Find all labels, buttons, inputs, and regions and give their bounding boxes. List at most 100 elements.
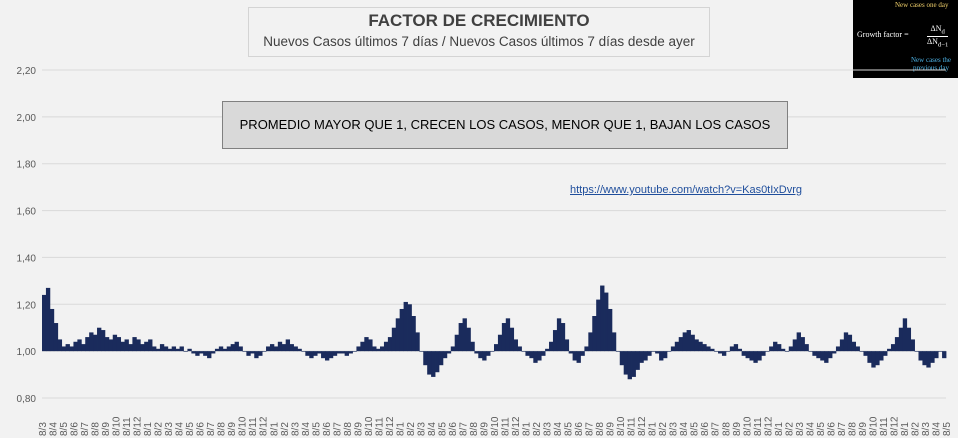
data-bar — [517, 346, 522, 352]
data-bar — [328, 351, 334, 359]
x-tick-label: 8/12 — [133, 416, 144, 436]
data-bar — [407, 304, 412, 352]
data-bar — [462, 318, 467, 352]
x-tick-label: 8/9 — [732, 422, 743, 436]
data-bar — [604, 292, 609, 352]
data-bar — [482, 351, 487, 361]
x-tick-label: 8/6 — [448, 422, 459, 436]
data-bar — [910, 339, 915, 352]
x-tick-label: 8/5 — [690, 422, 701, 436]
data-bar — [875, 351, 880, 366]
data-bar — [77, 339, 82, 352]
data-bar — [285, 339, 291, 352]
data-bar — [525, 351, 530, 356]
annotation-box: PROMEDIO MAYOR QUE 1, CRECEN LOS CASOS, … — [222, 101, 788, 149]
data-bar — [423, 351, 428, 366]
x-tick-label: 8/10 — [112, 416, 123, 436]
data-bar — [376, 348, 381, 352]
data-bar — [513, 339, 518, 352]
data-bar — [380, 346, 385, 352]
data-bar — [765, 351, 770, 352]
data-bar — [277, 341, 283, 352]
data-bar — [128, 344, 133, 352]
data-bar — [395, 318, 401, 352]
x-tick-label: 8/7 — [837, 422, 848, 436]
data-bar — [340, 351, 346, 354]
data-bar — [682, 332, 687, 352]
x-tick-label: 8/1 — [269, 422, 280, 436]
data-bar — [541, 351, 546, 356]
data-bar — [552, 330, 558, 352]
data-bar — [780, 348, 786, 352]
data-bar — [639, 351, 644, 363]
data-bar — [804, 344, 809, 352]
y-axis: 0,80 1,00 1,20 1,40 1,60 1,80 2,00 2,20 — [17, 66, 37, 405]
x-tick-label: 8/12 — [889, 416, 900, 436]
data-bar — [666, 351, 672, 352]
data-bar — [332, 351, 338, 356]
data-bar — [403, 301, 408, 352]
data-bar — [737, 348, 743, 352]
x-tick-label: 8/4 — [427, 422, 438, 436]
data-bar — [179, 346, 184, 352]
growth-factor-formula-image: New cases one day Growth factor = ΔNd ΔN… — [853, 0, 958, 78]
data-bar — [670, 346, 676, 352]
data-bar — [175, 348, 180, 352]
x-tick-label: 8/2 — [658, 422, 669, 436]
x-tick-label: 8/4 — [553, 422, 564, 436]
x-tick-label: 8/8 — [595, 422, 606, 436]
data-bar — [659, 351, 664, 361]
data-bar — [368, 339, 373, 352]
x-axis: 8/3 8/4 8/5 8/6 8/7 8/8 8/9 8/10 8/11 8/12 8/1 8/2 8… — [38, 416, 953, 436]
x-tick-label: 8/10 — [742, 416, 753, 436]
data-bar — [419, 351, 424, 352]
data-bar — [694, 339, 699, 352]
data-bar — [820, 351, 825, 361]
data-bar — [324, 351, 330, 361]
x-tick-label: 8/9 — [858, 422, 869, 436]
data-bar — [533, 351, 538, 363]
data-bar — [230, 344, 235, 352]
data-bar — [631, 351, 636, 377]
data-bar — [627, 351, 632, 380]
y-tick-label: 0,80 — [17, 394, 37, 405]
data-bar — [505, 318, 511, 352]
x-tick-label: 8/5 — [185, 422, 196, 436]
data-bar — [360, 341, 365, 352]
data-bar — [93, 334, 98, 352]
data-bar — [611, 332, 617, 352]
data-bar — [749, 351, 754, 361]
data-bar — [112, 334, 118, 352]
data-bar — [835, 346, 841, 352]
data-bar — [226, 346, 232, 352]
data-bar — [769, 346, 774, 352]
x-tick-label: 8/11 — [627, 417, 638, 436]
y-tick-label: 2,20 — [17, 66, 37, 77]
x-tick-label: 8/10 — [238, 416, 249, 436]
data-bar — [364, 337, 369, 352]
formula-lhs: Growth factor = — [857, 30, 909, 39]
data-bar — [808, 351, 813, 352]
data-bar — [45, 287, 51, 352]
data-bar — [234, 341, 239, 352]
x-tick-label: 8/7 — [206, 422, 217, 436]
data-bar — [816, 351, 821, 359]
data-bar — [564, 339, 570, 352]
data-bar — [572, 351, 577, 361]
data-bar — [348, 351, 353, 354]
data-bar — [800, 337, 805, 352]
x-tick-label: 8/7 — [711, 422, 722, 436]
data-bar — [509, 327, 515, 352]
y-tick-label: 1,00 — [17, 347, 37, 358]
x-tick-label: 8/8 — [847, 422, 858, 436]
data-bar — [69, 346, 74, 352]
data-bar — [144, 341, 149, 352]
data-bar — [855, 346, 860, 352]
data-bar — [218, 346, 224, 352]
data-bar — [776, 344, 782, 352]
data-bar — [788, 346, 794, 352]
data-bar — [120, 341, 125, 352]
youtube-link[interactable]: https://www.youtube.com/watch?v=Kas0tIxD… — [570, 184, 803, 196]
data-bar — [214, 348, 220, 352]
